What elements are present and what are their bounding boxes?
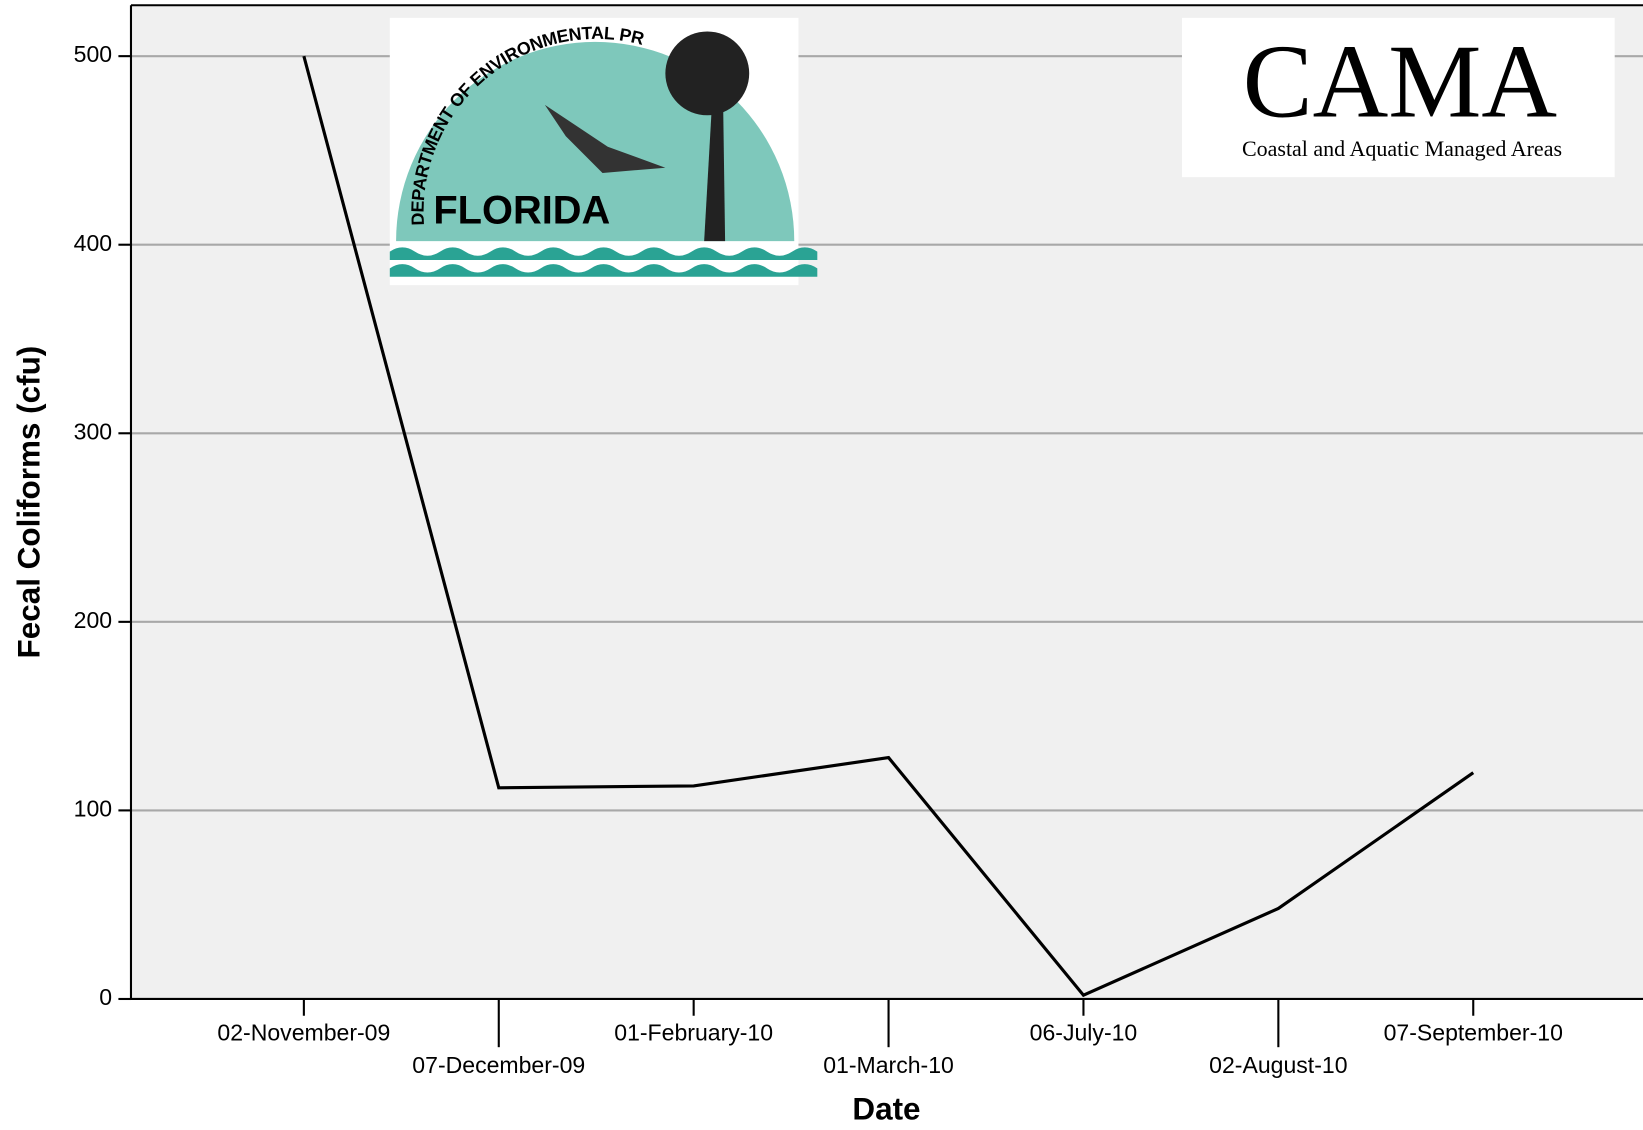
y-tick-label: 0	[99, 984, 112, 1010]
x-tick-label: 06-July-10	[1030, 1020, 1138, 1046]
y-tick-label: 300	[74, 418, 112, 444]
data-line	[302, 55, 1475, 998]
logo-cama: CAMA	[1243, 23, 1557, 139]
logo-palm	[704, 94, 726, 242]
x-tick-label: 07-September-10	[1384, 1020, 1563, 1046]
x-tick-label: 01-February-10	[614, 1020, 773, 1046]
logo-waves	[389, 247, 818, 277]
x-axis-title: Date	[852, 1091, 920, 1126]
x-tick-label: 02-August-10	[1209, 1052, 1347, 1078]
x-tick-label: 02-November-09	[217, 1020, 390, 1046]
x-tick-label: 07-December-09	[412, 1052, 585, 1078]
cama-logo: CAMA Coastal and Aquatic Managed Areas	[1181, 17, 1615, 178]
florida-logo: DEPARTMENT OF ENVIRONMENTAL PROTECTION F…	[0, 0, 818, 286]
y-tick-label: 500	[74, 41, 112, 67]
y-tick-label: 400	[74, 230, 112, 256]
y-axis-title: Fecal Coliforms (cfu)	[12, 346, 47, 659]
logo-palm-crown	[665, 31, 750, 116]
logo-heron	[544, 104, 666, 173]
y-tick-label: 100	[74, 795, 112, 821]
logo-florida: FLORIDA	[433, 188, 610, 232]
y-tick-label: 200	[74, 607, 112, 633]
logo-cama-sub: Coastal and Aquatic Managed Areas	[1242, 136, 1562, 161]
grid	[130, 55, 1643, 812]
logo-bg	[1181, 17, 1615, 178]
x-tick-label: 01-March-10	[823, 1052, 954, 1078]
